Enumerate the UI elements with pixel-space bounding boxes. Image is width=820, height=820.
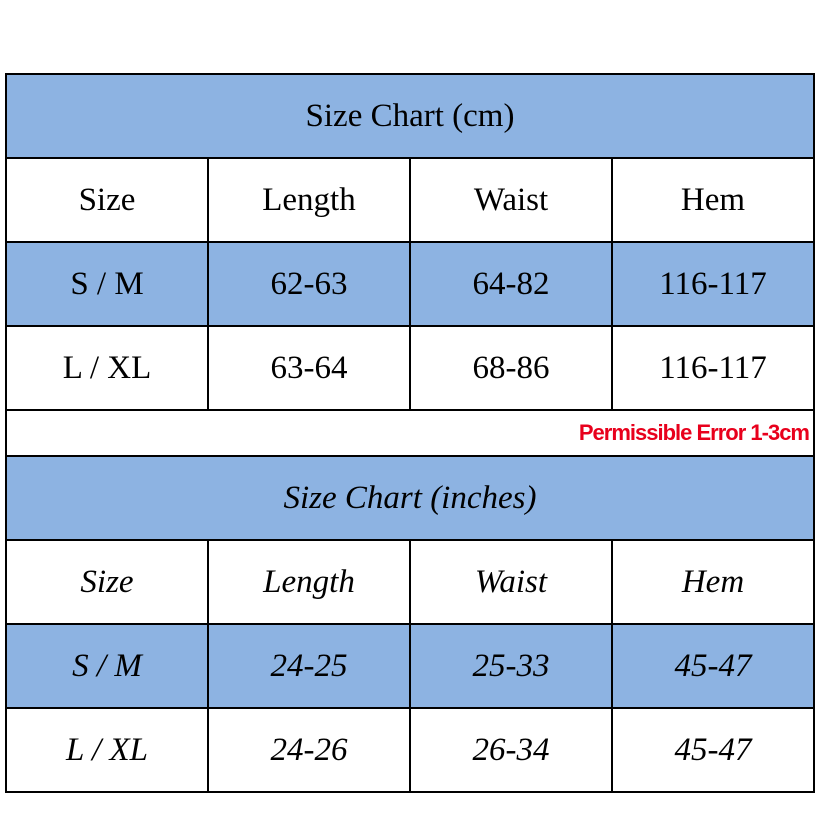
header-row: Size Length Waist Hem bbox=[5, 157, 815, 243]
data-cell: 45-47 bbox=[611, 623, 815, 709]
error-note: Permissible Error 1-3cm bbox=[5, 409, 815, 457]
data-cell: L / XL bbox=[5, 707, 209, 793]
note-row: Permissible Error 1-3cm bbox=[5, 409, 815, 457]
data-row: L / XL 24-26 26-34 45-47 bbox=[5, 707, 815, 793]
data-cell: 24-25 bbox=[207, 623, 411, 709]
data-cell: 26-34 bbox=[409, 707, 613, 793]
header-cell: Waist bbox=[409, 539, 613, 625]
cm-section: Size Chart (cm) Size Length Waist Hem S / M 62… bbox=[5, 73, 815, 411]
header-cell: Length bbox=[207, 157, 411, 243]
header-cell: Size bbox=[5, 539, 209, 625]
size-chart: Size Chart (cm) Size Length Waist Hem S / M 62… bbox=[5, 73, 815, 793]
title-row: Size Chart (cm) bbox=[5, 73, 815, 159]
header-cell: Length bbox=[207, 539, 411, 625]
header-cell: Waist bbox=[409, 157, 613, 243]
data-cell: S / M bbox=[5, 623, 209, 709]
header-cell: Size bbox=[5, 157, 209, 243]
data-cell: 64-82 bbox=[409, 241, 613, 327]
inches-section: Size Chart (inches) Size Length Waist Hem S /… bbox=[5, 455, 815, 793]
title-row: Size Chart (inches) bbox=[5, 455, 815, 541]
data-cell: 63-64 bbox=[207, 325, 411, 411]
data-row: S / M 62-63 64-82 116-117 bbox=[5, 241, 815, 327]
data-cell: 116-117 bbox=[611, 325, 815, 411]
data-row: L / XL 63-64 68-86 116-117 bbox=[5, 325, 815, 411]
header-row: Size Length Waist Hem bbox=[5, 539, 815, 625]
data-cell: 116-117 bbox=[611, 241, 815, 327]
data-cell: 62-63 bbox=[207, 241, 411, 327]
table-title: Size Chart (cm) bbox=[5, 73, 815, 159]
data-cell: 68-86 bbox=[409, 325, 613, 411]
data-cell: 45-47 bbox=[611, 707, 815, 793]
header-cell: Hem bbox=[611, 539, 815, 625]
header-cell: Hem bbox=[611, 157, 815, 243]
table-title: Size Chart (inches) bbox=[5, 455, 815, 541]
data-cell: L / XL bbox=[5, 325, 209, 411]
note-section: Permissible Error 1-3cm bbox=[5, 409, 815, 457]
data-cell: 24-26 bbox=[207, 707, 411, 793]
data-cell: 25-33 bbox=[409, 623, 613, 709]
data-cell: S / M bbox=[5, 241, 209, 327]
data-row: S / M 24-25 25-33 45-47 bbox=[5, 623, 815, 709]
